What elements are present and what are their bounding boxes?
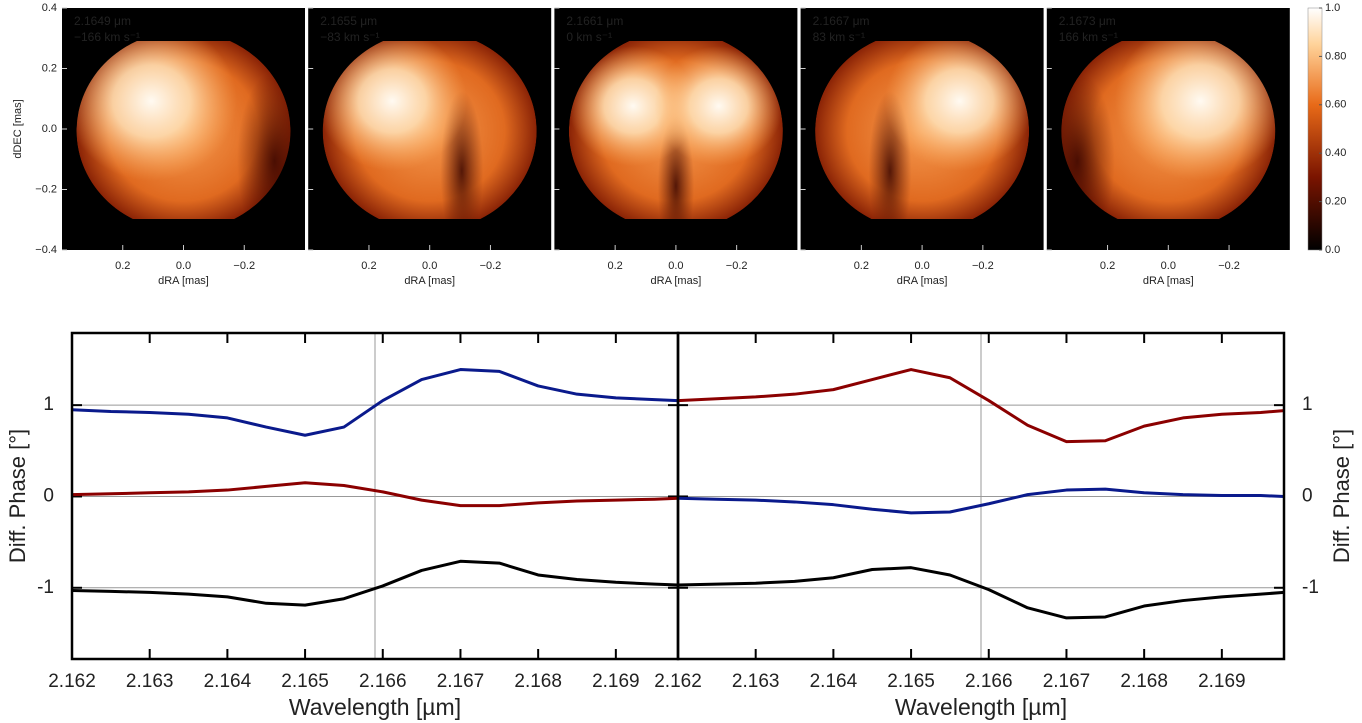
colorbar-tick-label: 0.20 <box>1325 196 1346 208</box>
y-tick-label: 0.0 <box>42 123 57 135</box>
x-tick-label: 2.163 <box>126 671 174 692</box>
x-tick-label: 0.2 <box>115 260 130 272</box>
data-line <box>71 481 679 508</box>
x-axis-label: dRA [mas] <box>1143 275 1194 287</box>
x-tick-label: 0.2 <box>608 260 623 272</box>
y-tick-label: −0.4 <box>35 244 57 256</box>
stellar-disk <box>568 41 783 219</box>
x-tick-label: −0.2 <box>726 260 748 272</box>
stellar-disk <box>322 41 537 219</box>
x-tick-label: −0.2 <box>480 260 502 272</box>
x-tick-label: 2.165 <box>281 671 329 692</box>
x-tick-label: 2.166 <box>359 671 407 692</box>
colorbar <box>1307 7 1323 251</box>
y-tick-label: 0 <box>43 485 54 506</box>
x-tick-label: 2.169 <box>1198 671 1246 692</box>
disk-inner <box>815 41 1030 219</box>
x-tick-label: −0.2 <box>972 260 994 272</box>
x-tick-label: 0.0 <box>914 260 929 272</box>
y-axis-label: Diff. Phase [°] <box>5 429 30 563</box>
x-axis-label: dRA [mas] <box>158 275 209 287</box>
x-tick-label: 2.169 <box>592 671 640 692</box>
x-tick-label: 2.166 <box>965 671 1013 692</box>
y-tick-label: −0.2 <box>35 183 57 195</box>
panel-label: 0 km s⁻¹ <box>566 30 612 44</box>
colorbar-tick-label: 0.40 <box>1325 147 1346 159</box>
y-tick-label: 0 <box>1302 485 1313 506</box>
data-line <box>677 487 1285 515</box>
x-tick-label: −0.2 <box>1218 260 1240 272</box>
y-tick-label: 0.2 <box>42 62 57 74</box>
x-tick-label: 2.162 <box>654 671 702 692</box>
colorbar-tick-label: 0.60 <box>1325 99 1346 111</box>
bright-spot <box>76 41 237 181</box>
x-tick-label: 2.164 <box>204 671 252 692</box>
x-tick-label: 2.167 <box>1043 671 1091 692</box>
x-tick-label: 2.163 <box>732 671 780 692</box>
y-tick-label: 1 <box>43 394 54 415</box>
x-tick-label: 0.2 <box>361 260 376 272</box>
data-line <box>677 566 1285 620</box>
x-tick-label: 0.2 <box>1100 260 1115 272</box>
y-tick-label: 0.4 <box>42 2 57 14</box>
plot-frame <box>676 331 1286 661</box>
data-line <box>71 559 679 607</box>
colorbar-tick-label: 0.80 <box>1325 50 1346 62</box>
data-line <box>677 368 1285 444</box>
x-axis-label: dRA [mas] <box>651 275 702 287</box>
y-tick-label: -1 <box>37 577 54 598</box>
y-axis-label: Diff. Phase [°] <box>1329 429 1354 563</box>
panel-label: 2.1649 μm <box>74 14 131 28</box>
x-axis-label: Wavelength [µm] <box>289 694 461 720</box>
y-tick-label: -1 <box>1302 577 1319 598</box>
x-tick-label: 2.164 <box>810 671 858 692</box>
x-tick-label: −0.2 <box>233 260 255 272</box>
y-tick-label: 1 <box>1302 394 1313 415</box>
panel-label: −83 km s⁻¹ <box>320 30 379 44</box>
panel-label: 166 km s⁻¹ <box>1059 30 1118 44</box>
panel-label: 2.1667 μm <box>813 14 870 28</box>
x-tick-label: 0.0 <box>176 260 191 272</box>
x-tick-label: 0.0 <box>668 260 683 272</box>
bright-spot <box>884 41 1030 171</box>
x-tick-label: 0.0 <box>1161 260 1176 272</box>
x-tick-label: 2.168 <box>514 671 562 692</box>
data-line <box>71 368 679 437</box>
bright-spot <box>1114 41 1276 181</box>
x-tick-label: 2.165 <box>887 671 935 692</box>
y-axis-label: dDEC [mas] <box>12 99 24 158</box>
x-axis-label: dRA [mas] <box>897 275 948 287</box>
colorbar-tick-label: 0.0 <box>1325 244 1340 256</box>
panel-label: −166 km s⁻¹ <box>74 30 140 44</box>
panel-label: 83 km s⁻¹ <box>813 30 865 44</box>
panel-label: 2.1661 μm <box>566 14 623 28</box>
x-tick-label: 2.168 <box>1120 671 1168 692</box>
x-tick-label: 0.0 <box>422 260 437 272</box>
bright-spot <box>654 46 783 166</box>
x-axis-label: dRA [mas] <box>404 275 455 287</box>
panel-label: 2.1655 μm <box>320 14 377 28</box>
x-axis-label: Wavelength [µm] <box>895 694 1067 720</box>
stellar-disk <box>815 41 1030 219</box>
x-tick-label: 0.2 <box>854 260 869 272</box>
disk-inner <box>568 41 783 219</box>
panel-label: 2.1673 μm <box>1059 14 1116 28</box>
x-tick-label: 2.167 <box>437 671 485 692</box>
colorbar-tick-label: 1.0 <box>1325 2 1340 14</box>
bright-spot <box>322 41 468 171</box>
disk-inner <box>322 41 537 219</box>
x-tick-label: 2.162 <box>48 671 96 692</box>
